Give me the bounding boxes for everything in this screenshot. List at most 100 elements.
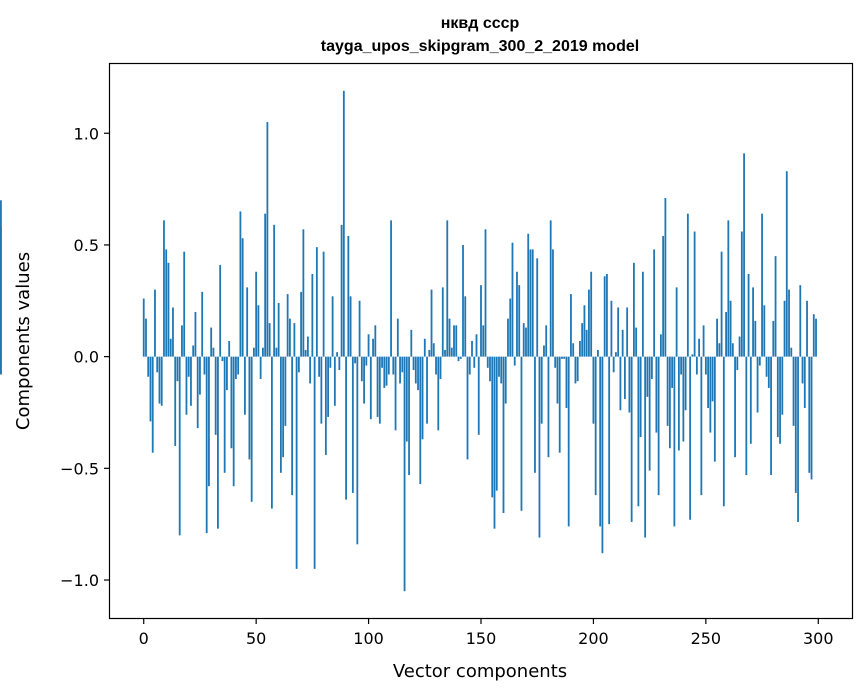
bar-11 — [167, 262, 170, 357]
bar-122 — [417, 356, 419, 391]
bar-43 — [239, 211, 242, 357]
x-tick-label: 50 — [246, 629, 266, 648]
bar-168 — [520, 356, 523, 511]
bar-298 — [812, 314, 815, 357]
bar-102 — [372, 338, 374, 357]
bar-99 — [365, 356, 368, 366]
bar-69 — [297, 356, 300, 373]
bar-38 — [228, 341, 231, 357]
bar-92 — [349, 296, 352, 357]
bar-260 — [727, 220, 730, 357]
bar-224 — [646, 356, 649, 397]
bar-59 — [275, 347, 278, 357]
bar-207 — [608, 356, 611, 525]
bar-8 — [160, 356, 163, 406]
bar-285 — [783, 300, 786, 357]
bar-88 — [340, 224, 343, 357]
bar-189 — [567, 356, 570, 527]
bar-4 — [151, 356, 154, 453]
bar-62 — [282, 356, 285, 458]
bar-55 — [266, 122, 269, 357]
bar-220 — [637, 356, 640, 507]
bar-197 — [585, 329, 588, 357]
bar-63 — [284, 356, 287, 426]
bar-78 — [318, 356, 321, 377]
bar-284 — [781, 356, 784, 415]
bar-241 — [684, 356, 687, 411]
bar-undefined — [0, 356, 2, 375]
bar-22 — [192, 345, 195, 357]
bar-115 — [401, 356, 404, 373]
bar-200 — [592, 356, 595, 424]
bar-261 — [729, 300, 732, 357]
bar-149 — [477, 356, 480, 435]
bar-188 — [565, 356, 568, 409]
bar-42 — [237, 356, 240, 375]
bar-57 — [270, 356, 273, 509]
bar-105 — [378, 356, 381, 424]
bar-158 — [498, 356, 500, 377]
bar-83 — [329, 356, 332, 368]
bar-97 — [360, 356, 363, 382]
bar-198 — [588, 289, 590, 357]
bar-199 — [590, 271, 593, 357]
bar-129 — [432, 343, 435, 357]
y-axis-ticks: −1.0 −0.5 0.0 0.5 1.0 — [60, 124, 110, 590]
bar-173 — [531, 249, 534, 357]
bar-281 — [774, 256, 777, 357]
bar-258 — [722, 356, 725, 507]
bar-226 — [650, 356, 653, 379]
bar-267 — [743, 153, 745, 357]
bar-263 — [734, 356, 736, 458]
bar-201 — [594, 356, 597, 496]
bar-277 — [765, 356, 768, 377]
bar-51 — [257, 305, 260, 357]
bar-140 — [457, 356, 460, 362]
bar-170 — [525, 327, 527, 357]
bar-287 — [788, 289, 790, 357]
bar-165 — [513, 356, 516, 366]
bar-221 — [639, 356, 642, 438]
bar-64 — [286, 294, 289, 357]
x-tick-label: 200 — [578, 629, 609, 648]
bar-205 — [603, 276, 606, 357]
x-tick-label: 0 — [139, 629, 149, 648]
bar-294 — [803, 356, 806, 409]
bar-203 — [599, 356, 602, 527]
bar-126 — [426, 356, 428, 424]
bar-137 — [450, 347, 453, 357]
bar-113 — [396, 318, 399, 357]
y-tick-label: 1.0 — [74, 124, 99, 143]
bar-186 — [561, 356, 563, 359]
bar-273 — [756, 356, 759, 413]
x-tick-label: 300 — [803, 629, 834, 648]
bar-3 — [149, 356, 152, 422]
bar-296 — [808, 356, 811, 473]
chart-title: нквд ссср — [441, 15, 520, 32]
y-tick-label: −0.5 — [60, 459, 99, 478]
bar-283 — [779, 356, 781, 444]
bar-237 — [675, 287, 678, 357]
bar-174 — [534, 356, 536, 473]
bar-49 — [253, 347, 255, 357]
bar-134 — [444, 349, 446, 357]
bar-34 — [219, 265, 222, 357]
bar-169 — [522, 323, 525, 357]
bar-93 — [351, 356, 354, 493]
bar-274 — [758, 356, 761, 366]
bar-217 — [630, 356, 633, 522]
bar-269 — [747, 273, 750, 357]
bar-117 — [405, 356, 408, 442]
bar-216 — [628, 356, 631, 413]
bar-33 — [217, 356, 219, 529]
bar-131 — [437, 356, 440, 431]
bar-138 — [453, 325, 455, 357]
bar-114 — [399, 356, 401, 384]
bar-86 — [336, 352, 338, 357]
bar-151 — [482, 325, 485, 357]
bar-89 — [342, 90, 345, 357]
bar-76 — [313, 356, 316, 569]
bar-235 — [671, 356, 674, 388]
bar-179 — [545, 325, 548, 357]
bar-95 — [356, 356, 359, 545]
